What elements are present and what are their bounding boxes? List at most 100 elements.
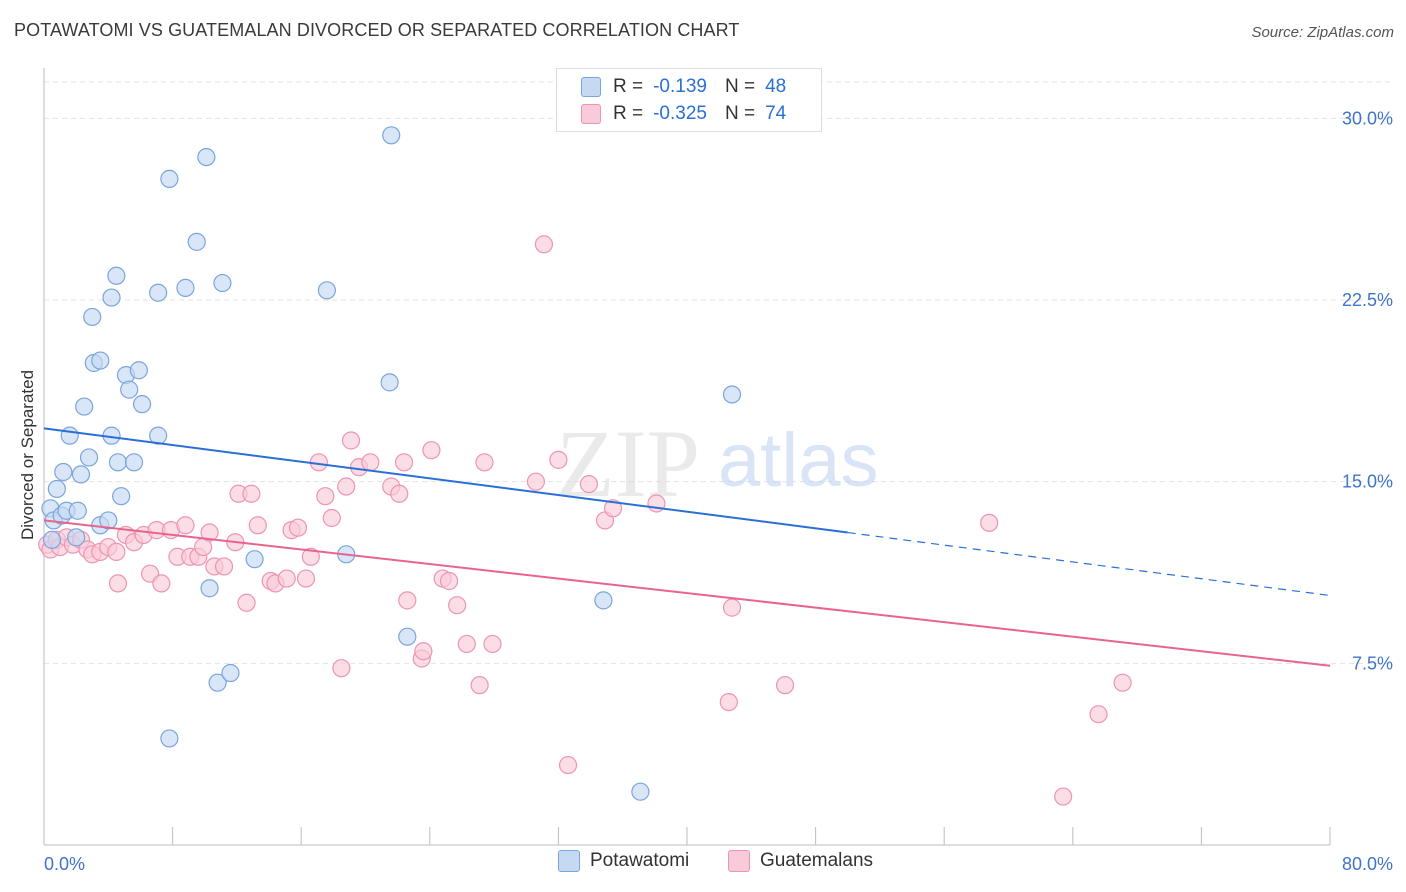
watermark-zip: ZIP	[556, 410, 700, 517]
potawatomi-point	[197, 147, 216, 167]
potawatomi-point	[160, 169, 179, 188]
guatemalans-point	[214, 557, 234, 576]
potawatomi-point	[176, 278, 195, 297]
potawatomi-point	[149, 283, 168, 302]
guatemalans-point	[242, 484, 261, 503]
guatemalans-point	[237, 593, 256, 612]
guatemalans-point	[248, 516, 267, 535]
legend-item-guatemalans: Guatemalans	[728, 850, 873, 872]
n-label: N =	[724, 103, 756, 124]
r-value-potawatomi: -0.139	[653, 76, 707, 97]
potawatomi-point	[54, 462, 73, 482]
guatemalans-point	[176, 516, 195, 535]
potawatomi-point	[42, 530, 62, 549]
guatemalans-point	[448, 596, 467, 615]
potawatomi-point	[317, 281, 337, 300]
guatemalans-point	[301, 547, 320, 566]
potawatomi-point	[67, 528, 86, 547]
watermark-atlas: atlas	[718, 418, 879, 503]
stats-row-guatemalans: R = -0.325 N = 74	[557, 100, 804, 128]
guatemalans-point	[980, 513, 999, 532]
guatemalans-point	[579, 474, 599, 494]
guatemalans-point	[390, 484, 409, 503]
potawatomi-point	[75, 397, 94, 416]
stats-legend: R = -0.139 N = 48 R = -0.325 N = 74	[556, 68, 822, 132]
r-label: R =	[613, 103, 644, 124]
potawatomi-trend-line	[43, 427, 848, 534]
potawatomi-point	[120, 380, 139, 399]
legend-swatch-blue	[558, 850, 580, 872]
guatemalans-point	[361, 453, 380, 472]
potawatomi-point	[124, 453, 144, 472]
potawatomi-point	[200, 579, 219, 598]
potawatomi-point	[382, 126, 401, 145]
potawatomi-point	[160, 729, 179, 748]
guatemalans-point	[108, 574, 128, 593]
potawatomi-point	[83, 307, 102, 327]
guatemalans-point	[775, 676, 795, 695]
n-value-potawatomi: 48	[765, 76, 787, 97]
guatemalans-point	[277, 569, 296, 588]
guatemalans-point	[719, 692, 738, 712]
guatemalans-point	[470, 676, 489, 695]
potawatomi-point	[91, 351, 110, 370]
guatemalans-point	[534, 235, 554, 254]
potawatomi-point	[107, 266, 126, 285]
guatemalans-point	[152, 574, 171, 593]
guatemalans-point	[422, 441, 441, 460]
series-potawatomi-points	[41, 126, 742, 801]
guatemalans-point	[414, 642, 433, 661]
potawatomi-point	[722, 385, 742, 404]
potawatomi-point	[380, 373, 399, 392]
guatemalans-point	[439, 571, 459, 591]
y-tick-label: 22.5%	[1342, 290, 1393, 310]
y-axis-label: Divorced or Separated	[18, 369, 37, 541]
potawatomi-point	[208, 673, 227, 692]
y-tick-label: 30.0%	[1342, 108, 1393, 128]
guatemalans-point	[332, 659, 351, 678]
guatemalans-point	[288, 518, 308, 537]
guatemalans-point	[1113, 673, 1132, 692]
potawatomi-point	[129, 361, 148, 380]
potawatomi-point	[594, 591, 613, 610]
potawatomi-point	[99, 511, 118, 530]
potawatomi-point	[108, 453, 128, 472]
potawatomi-point	[213, 273, 232, 293]
series-guatemalans-points	[38, 235, 1132, 806]
guatemalans-trend-line	[43, 519, 1331, 667]
n-value-guatemalans: 74	[765, 103, 787, 124]
trend-lines	[43, 427, 1331, 667]
r-value-guatemalans: -0.325	[653, 103, 707, 124]
guatemalans-point	[603, 499, 623, 518]
potawatomi-point	[631, 782, 650, 801]
guatemalans-point	[457, 634, 476, 654]
potawatomi-point	[60, 426, 79, 445]
legend-item-potawatomi: Potawatomi	[558, 850, 689, 872]
y-tick-label: 7.5%	[1352, 653, 1393, 673]
potawatomi-point	[79, 448, 99, 467]
potawatomi-point	[68, 501, 87, 520]
potawatomi-point	[112, 487, 131, 506]
axes	[43, 68, 1331, 846]
tick-labels: 7.5% 15.0% 22.5% 30.0% 0.0% 80.0%	[44, 108, 1393, 874]
guatemalans-point	[558, 755, 578, 775]
potawatomi-point	[398, 627, 417, 646]
potawatomi-point	[132, 395, 152, 414]
potawatomi-point	[245, 550, 264, 569]
guatemalans-point	[549, 450, 568, 469]
guatemalans-point	[1089, 705, 1108, 724]
n-label: N =	[724, 76, 756, 97]
potawatomi-point	[187, 232, 206, 251]
guatemalans-point	[1054, 787, 1073, 806]
guatemalans-point	[341, 431, 361, 450]
legend-label-guatemalans: Guatemalans	[760, 850, 874, 871]
potawatomi-point	[71, 465, 91, 484]
bottom-legend: Potawatomi Guatemalans	[0, 850, 1406, 878]
chart-title: POTAWATOMI VS GUATEMALAN DIVORCED OR SEP…	[14, 20, 740, 40]
guatemalans-point	[337, 477, 356, 496]
guatemalans-point	[398, 591, 417, 610]
guatemalans-point	[394, 453, 414, 472]
guatemalans-point	[322, 508, 341, 528]
stats-row-potawatomi: R = -0.139 N = 48	[557, 73, 804, 101]
guatemalans-point	[107, 542, 126, 562]
